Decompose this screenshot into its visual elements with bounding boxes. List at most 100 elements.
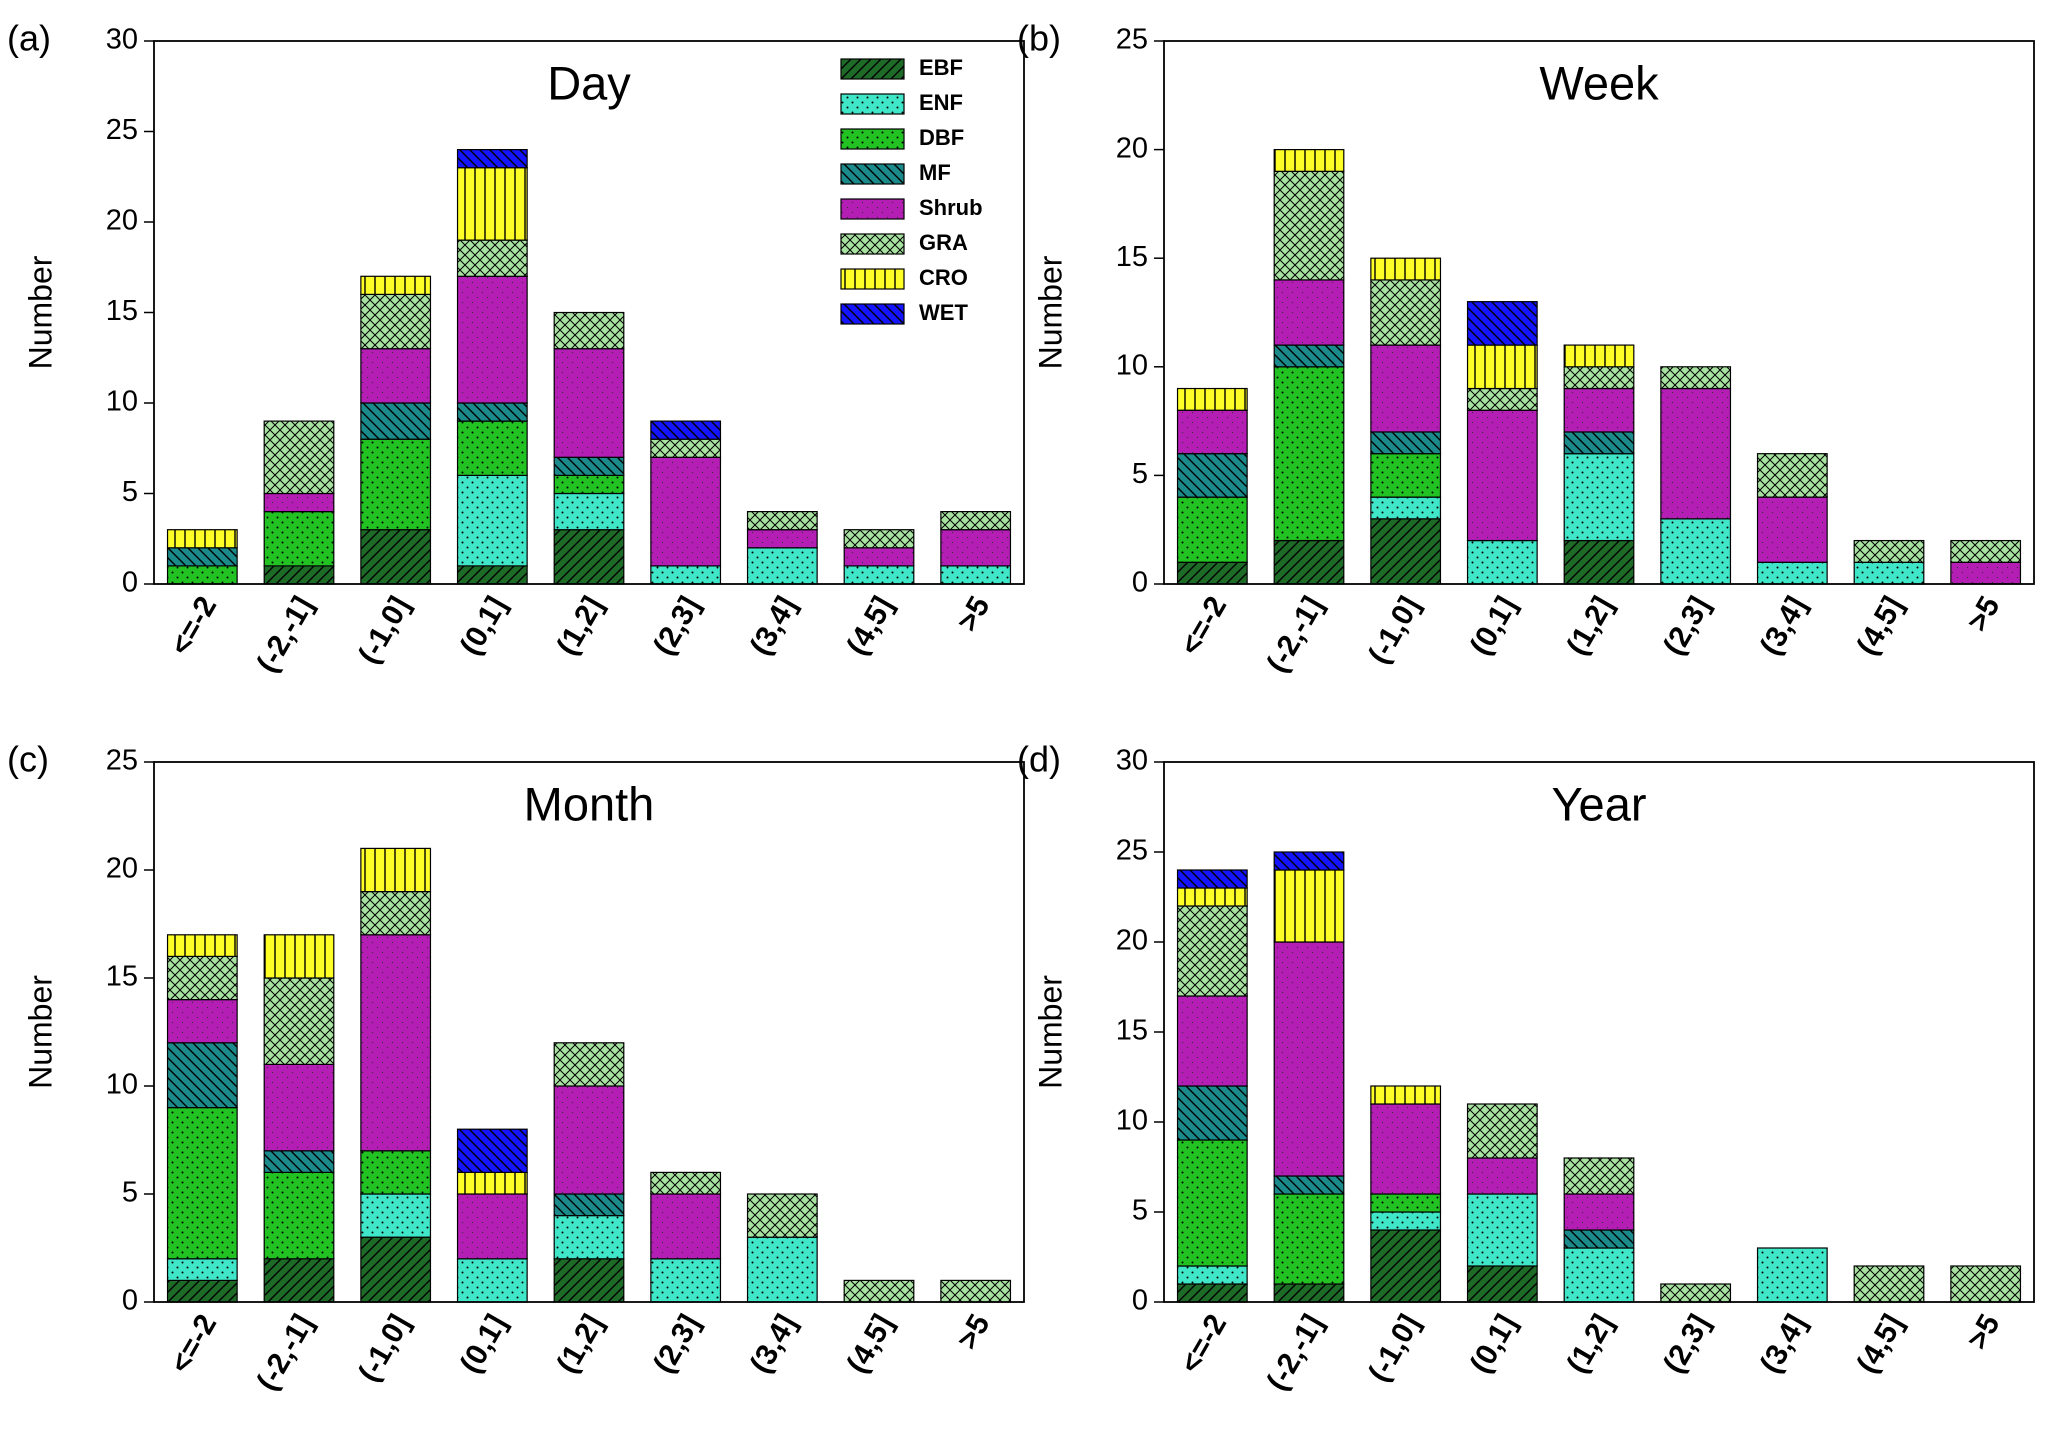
legend-label: Shrub xyxy=(919,195,983,220)
y-tick-label: 0 xyxy=(1132,567,1148,599)
bar-segment xyxy=(940,511,1012,531)
bar-segment xyxy=(1176,905,1248,997)
x-tick-label: (2,3] xyxy=(1657,1309,1716,1379)
bar-segment xyxy=(166,1106,238,1260)
bar-segment xyxy=(360,847,432,893)
legend-label: WET xyxy=(919,300,968,325)
bar-segment xyxy=(553,1085,625,1195)
y-tick-label: 5 xyxy=(1132,458,1148,490)
bar-segment xyxy=(1563,1157,1635,1195)
y-axis-label: Number xyxy=(22,255,58,369)
bar-segment xyxy=(1370,1211,1442,1231)
bar-segment xyxy=(1176,496,1248,563)
legend-label: MF xyxy=(919,160,951,185)
panel-label: (b) xyxy=(1017,18,1061,59)
bar-segment xyxy=(1176,887,1248,907)
bar-segment xyxy=(1756,1247,1828,1303)
x-tick-label: >5 xyxy=(951,591,997,637)
bar-segment xyxy=(843,1279,915,1303)
x-tick-label: (-2,-1] xyxy=(1261,591,1330,678)
x-tick-label: (0,1] xyxy=(1464,591,1523,661)
y-axis-label: Number xyxy=(1032,255,1068,369)
bar-segment xyxy=(1756,496,1828,563)
bar-segment xyxy=(1176,1139,1248,1267)
bar-segment xyxy=(166,955,238,1001)
panel-label: (c) xyxy=(7,739,49,780)
panel-label: (d) xyxy=(1017,739,1061,780)
bar-segment xyxy=(940,565,1012,585)
bar-segment xyxy=(1273,170,1345,281)
bar-segment xyxy=(1273,1283,1345,1303)
legend-swatch xyxy=(840,128,905,150)
chart-title: Day xyxy=(547,56,631,109)
bar-segment xyxy=(1273,149,1345,172)
legend-label: ENF xyxy=(919,90,963,115)
bar-segment xyxy=(263,511,335,567)
bar-segment xyxy=(1273,1193,1345,1285)
bar-segment xyxy=(456,167,528,241)
bar-segment xyxy=(1950,561,2022,585)
bar-segment xyxy=(1563,366,1635,390)
y-axis-label: Number xyxy=(22,975,58,1089)
bar-segment xyxy=(650,565,722,585)
y-tick-label: 20 xyxy=(1116,925,1148,957)
bar-segment xyxy=(360,1150,432,1195)
bar-segment xyxy=(166,547,238,567)
bar-segment xyxy=(456,474,528,567)
bar-segment xyxy=(746,1193,818,1238)
bar-segment xyxy=(1370,453,1442,498)
bar-segment xyxy=(263,1150,335,1174)
bar-segment xyxy=(843,529,915,549)
bar-segment xyxy=(1176,409,1248,455)
bar-segment xyxy=(360,275,432,295)
x-tick-label: (0,1] xyxy=(1464,1309,1523,1379)
y-tick-label: 10 xyxy=(106,1069,138,1101)
bar-segment xyxy=(1466,344,1538,390)
y-tick-label: 5 xyxy=(122,1177,138,1209)
x-tick-label: <=-2 xyxy=(1174,591,1233,661)
y-tick-label: 15 xyxy=(106,295,138,327)
legend-swatch xyxy=(840,198,905,220)
bar-segment xyxy=(650,1171,722,1195)
legend-swatch xyxy=(840,163,905,185)
x-tick-label: (4,5] xyxy=(1851,591,1910,661)
bar-segment xyxy=(1176,1265,1248,1285)
bar-segment xyxy=(553,1193,625,1217)
bar-segment xyxy=(360,438,432,531)
bar-segment xyxy=(166,1279,238,1303)
y-tick-label: 15 xyxy=(106,961,138,993)
bar-segment xyxy=(1563,387,1635,433)
bar-segment xyxy=(1273,941,1345,1177)
bar-segment xyxy=(1273,344,1345,368)
bar-segment xyxy=(1176,1085,1248,1141)
bar-segment xyxy=(166,529,238,549)
x-tick-label: (4,5] xyxy=(841,591,900,661)
x-tick-label: (4,5] xyxy=(1851,1309,1910,1379)
bar-segment xyxy=(1950,1265,2022,1303)
bar-segment xyxy=(1176,995,1248,1087)
y-tick-label: 15 xyxy=(1116,241,1148,273)
bar-segment xyxy=(553,492,625,531)
bar-segment xyxy=(263,1063,335,1152)
bar-segment xyxy=(166,565,238,585)
bar-segment xyxy=(1176,387,1248,411)
bar-segment xyxy=(1176,453,1248,498)
plot-frame xyxy=(153,40,1025,585)
bar-segment xyxy=(1466,1157,1538,1195)
bar-segment xyxy=(1853,1265,1925,1303)
x-tick-label: (-1,0] xyxy=(352,591,416,670)
plot-frame xyxy=(153,761,1025,1303)
x-tick-label: (-2,-1] xyxy=(1261,1309,1330,1396)
bar-segment xyxy=(1853,561,1925,585)
bar-segment xyxy=(263,934,335,979)
x-tick-label: (2,3] xyxy=(647,591,706,661)
x-tick-label: (1,2] xyxy=(1561,1309,1620,1379)
bar-segment xyxy=(263,977,335,1066)
bar-segment xyxy=(263,492,335,513)
bar-segment xyxy=(360,890,432,936)
y-tick-label: 25 xyxy=(1116,24,1148,56)
bar-segment xyxy=(166,1042,238,1109)
bar-segment xyxy=(166,998,238,1044)
plot-frame xyxy=(1163,761,2035,1303)
bar-segment xyxy=(263,1171,335,1260)
